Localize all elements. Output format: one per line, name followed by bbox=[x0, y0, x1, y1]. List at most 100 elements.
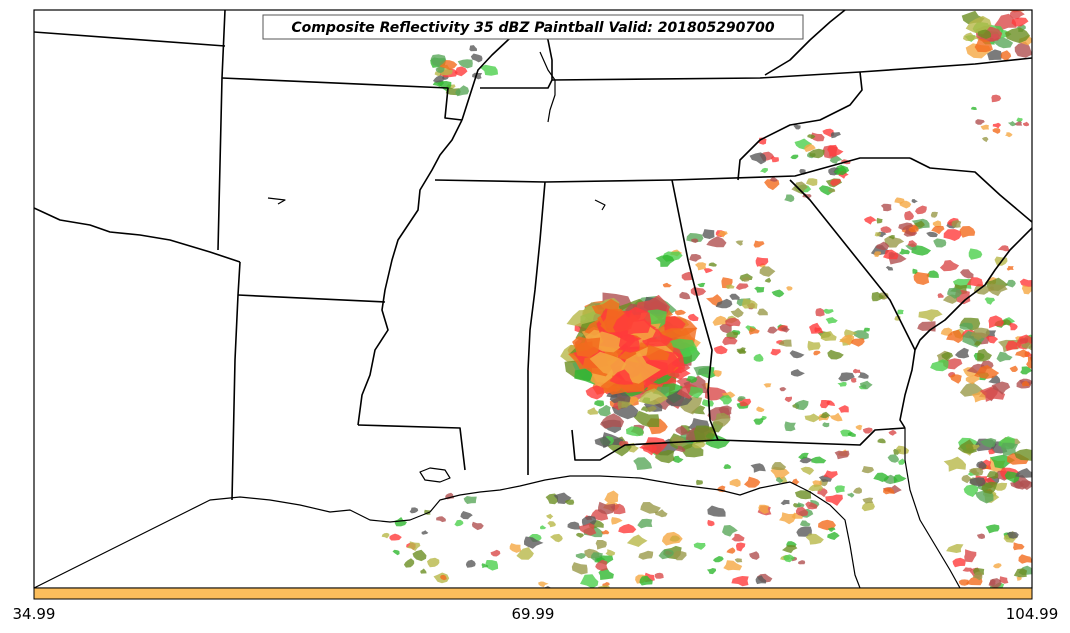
echo-blob bbox=[675, 425, 688, 436]
echo-blob bbox=[753, 353, 764, 362]
coastlines bbox=[34, 51, 961, 588]
echo-blob bbox=[794, 399, 809, 411]
echo-blob bbox=[421, 530, 429, 535]
echo-blob bbox=[403, 558, 415, 568]
echo-blob bbox=[853, 487, 862, 494]
echo-blob bbox=[988, 448, 995, 455]
echo-blob bbox=[741, 298, 758, 309]
colorbar-tick-min: 34.99 bbox=[13, 605, 56, 623]
echo-blob bbox=[784, 396, 792, 403]
echo-blob bbox=[717, 230, 728, 238]
echo-blob bbox=[898, 458, 906, 465]
echo-blob bbox=[770, 466, 790, 480]
echo-blob bbox=[961, 474, 973, 484]
echo-blob bbox=[823, 308, 834, 314]
echo-blob bbox=[409, 507, 419, 514]
lake-pontchartrain bbox=[419, 467, 451, 483]
echo-blob bbox=[823, 470, 838, 479]
echo-blob bbox=[406, 541, 421, 551]
echo-blob bbox=[687, 313, 699, 322]
echo-blob bbox=[806, 178, 818, 186]
echo-blob bbox=[1010, 10, 1025, 20]
echo-blob bbox=[776, 477, 784, 484]
echo-blob bbox=[974, 365, 1000, 379]
echo-blob bbox=[394, 517, 407, 527]
echo-blob bbox=[807, 340, 821, 351]
echo-blob bbox=[706, 568, 717, 575]
echo-blob bbox=[457, 59, 473, 69]
echo-blob bbox=[975, 490, 994, 504]
echo-blob bbox=[430, 54, 447, 67]
echo-blob bbox=[977, 348, 992, 362]
echo-blob bbox=[784, 421, 796, 432]
echo-blob bbox=[436, 516, 446, 523]
echo-blob bbox=[838, 372, 855, 382]
echo-blob bbox=[455, 85, 470, 97]
echo-blob bbox=[804, 413, 821, 423]
echo-blob bbox=[729, 293, 740, 300]
echo-blob bbox=[830, 179, 841, 186]
echo-blob bbox=[811, 132, 825, 142]
echo-blob bbox=[779, 512, 796, 525]
echo-blob bbox=[930, 359, 949, 372]
echo-blob bbox=[943, 229, 962, 241]
echo-blob bbox=[580, 574, 599, 588]
echo-blob bbox=[932, 220, 942, 228]
echo-blob bbox=[827, 144, 844, 157]
echo-blob bbox=[847, 492, 855, 498]
echo-blob bbox=[707, 505, 726, 517]
echo-blob bbox=[654, 572, 664, 579]
echo-blob bbox=[1029, 353, 1032, 363]
echo-blob bbox=[634, 349, 681, 378]
river-upper bbox=[539, 51, 556, 123]
echo-blob bbox=[639, 437, 668, 455]
echo-blob bbox=[963, 32, 980, 41]
echo-blob bbox=[618, 441, 629, 447]
echo-blob bbox=[735, 240, 744, 246]
echo-blob bbox=[981, 481, 998, 494]
echo-blob bbox=[805, 501, 818, 510]
echo-blob bbox=[907, 240, 918, 248]
lake-small-1 bbox=[594, 199, 606, 211]
echo-blob bbox=[778, 339, 792, 347]
echo-blob bbox=[679, 291, 691, 300]
echo-blob bbox=[594, 400, 605, 407]
echo-blob bbox=[693, 365, 712, 376]
echo-blob bbox=[723, 464, 732, 470]
echo-blob bbox=[913, 220, 925, 228]
echo-blob bbox=[818, 475, 832, 482]
echo-blob bbox=[871, 291, 885, 302]
echo-blob bbox=[697, 282, 706, 288]
echo-blob bbox=[598, 404, 611, 417]
echo-blob bbox=[655, 254, 675, 267]
echo-blob bbox=[696, 479, 703, 485]
echo-blob bbox=[790, 369, 805, 377]
echo-blob bbox=[640, 502, 661, 514]
echo-blob bbox=[779, 387, 787, 392]
echo-blob bbox=[757, 308, 768, 316]
echo-blob bbox=[1000, 50, 1012, 62]
echo-blob bbox=[730, 307, 744, 318]
echo-blob bbox=[993, 563, 1002, 569]
echo-blob bbox=[884, 235, 905, 248]
echo-blob bbox=[427, 557, 440, 568]
echo-blob bbox=[814, 327, 821, 333]
echo-blob bbox=[783, 554, 796, 563]
echo-blob bbox=[1009, 365, 1018, 372]
echo-blob bbox=[793, 124, 801, 130]
echo-blob bbox=[912, 268, 918, 274]
echo-blob bbox=[601, 614, 616, 625]
echo-blob bbox=[874, 232, 882, 237]
echo-blob bbox=[540, 525, 547, 530]
echo-blob bbox=[898, 222, 914, 231]
echo-blob bbox=[991, 381, 1011, 395]
echo-blob bbox=[600, 413, 625, 429]
echo-blob bbox=[578, 523, 597, 536]
echo-blob bbox=[825, 317, 838, 324]
echo-blob bbox=[638, 550, 654, 560]
echo-blob bbox=[828, 167, 839, 176]
echo-blob bbox=[1019, 278, 1032, 287]
echo-blob bbox=[695, 262, 707, 271]
echo-blob bbox=[976, 533, 985, 539]
echo-blob bbox=[811, 456, 827, 464]
